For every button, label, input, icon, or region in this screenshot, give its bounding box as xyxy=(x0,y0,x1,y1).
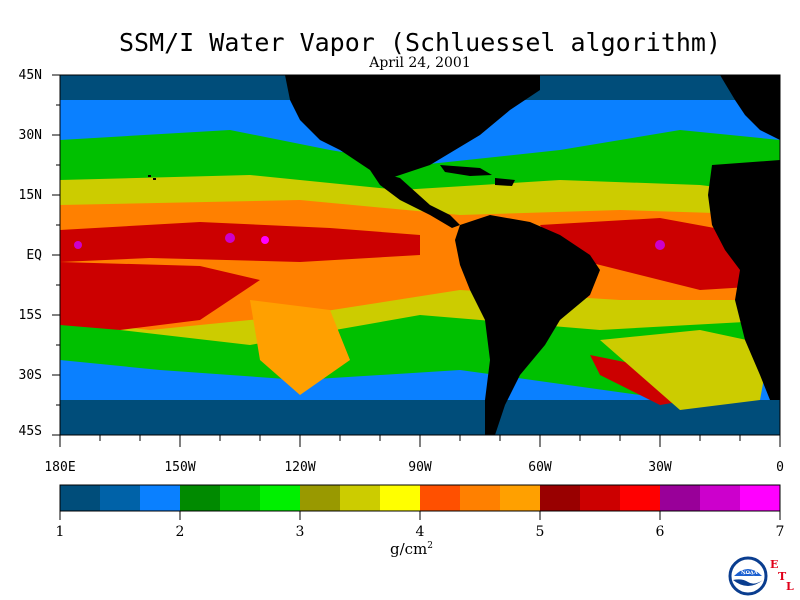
colorbar-ticks xyxy=(59,511,781,520)
lat-label-15n: 15N xyxy=(18,188,42,203)
lon-label-90w: 90W xyxy=(408,460,432,475)
africa xyxy=(708,160,780,400)
central-america xyxy=(370,170,460,228)
colorbar-segment xyxy=(260,485,301,511)
south-america xyxy=(455,215,600,435)
colorbar-segment xyxy=(140,485,181,511)
lat-label-45n: 45N xyxy=(18,68,42,83)
colorbar-segment xyxy=(500,485,541,511)
lon-label-150w: 150W xyxy=(164,460,196,475)
map-date: April 24, 2001 xyxy=(369,55,471,71)
lon-label-120w: 120W xyxy=(284,460,316,475)
europe xyxy=(720,75,780,140)
map-title: SSM/I Water Vapor (Schluessel algorithm) xyxy=(118,28,722,57)
north-america xyxy=(285,75,540,180)
colorbar-segment xyxy=(420,485,461,511)
longitude-ticks xyxy=(59,435,781,447)
moisture-field xyxy=(60,100,780,410)
lon-label-30w: 30W xyxy=(648,460,672,475)
noaa-emblem-icon xyxy=(728,556,768,596)
colorbar-label-4: 4 xyxy=(415,524,425,540)
colorbar-label-3: 3 xyxy=(295,524,305,540)
noaa-etl-logo: NOAA E T L xyxy=(728,552,800,600)
lon-label-180e: 180E xyxy=(44,460,76,475)
colorbar-segment xyxy=(620,485,661,511)
lat-label-30s: 30S xyxy=(18,368,42,383)
lat-label-30n: 30N xyxy=(18,128,42,143)
colorbar-segment xyxy=(540,485,581,511)
units-exponent: 2 xyxy=(427,541,434,551)
latitude-ticks xyxy=(52,74,60,436)
colorbar-segment xyxy=(700,485,741,511)
colorbar-label-1: 1 xyxy=(55,524,65,540)
colorbar-label-7: 7 xyxy=(775,524,785,540)
etl-letter-l: L xyxy=(786,580,794,593)
colorbar-units: g/cm2 xyxy=(390,540,450,558)
colorbar-segment xyxy=(220,485,261,511)
colorbar-label-2: 2 xyxy=(175,524,185,540)
etl-letter-t: T xyxy=(778,570,787,583)
colorbar-segment xyxy=(300,485,341,511)
lat-label-15s: 15S xyxy=(18,308,42,323)
noaa-text: NOAA xyxy=(741,570,758,576)
colorbar-segment xyxy=(660,485,701,511)
units-text: g/cm xyxy=(390,540,428,558)
colorbar-label-5: 5 xyxy=(535,524,545,540)
etl-letter-e: E xyxy=(770,558,779,571)
lon-label-0: 0 xyxy=(776,460,784,475)
colorbar-segment xyxy=(100,485,141,511)
lat-label-45s: 45S xyxy=(18,424,42,439)
colorbar-segment xyxy=(60,485,101,511)
land-masses xyxy=(148,75,780,435)
lat-label-eq: EQ xyxy=(26,248,42,263)
colorbar-segment xyxy=(740,485,781,511)
colorbar-segment xyxy=(340,485,381,511)
colorbar-label-6: 6 xyxy=(655,524,665,540)
hispaniola xyxy=(495,178,515,186)
lon-label-60w: 60W xyxy=(528,460,552,475)
colorbar xyxy=(60,485,781,511)
colorbar-segment xyxy=(580,485,621,511)
colorbar-segment xyxy=(380,485,421,511)
cuba xyxy=(440,165,492,176)
colorbar-segment xyxy=(180,485,221,511)
colorbar-segment xyxy=(460,485,501,511)
